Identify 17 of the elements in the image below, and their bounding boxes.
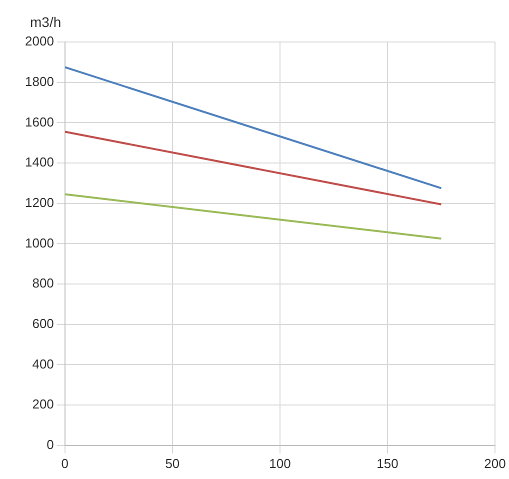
y-tick-label: 1000 (25, 235, 54, 250)
y-tick-label: 2000 (25, 34, 54, 49)
x-tick-label: 150 (376, 456, 398, 471)
x-tick-label: 200 (484, 456, 506, 471)
y-tick-label: 1200 (25, 194, 54, 210)
y-tick-label: 1600 (25, 114, 54, 130)
y-tick-label: 0 (46, 436, 54, 452)
y-tick-label: 1800 (25, 74, 54, 89)
x-tick-label: 50 (165, 456, 180, 471)
x-tick-label: 0 (61, 456, 69, 471)
y-tick-label: 200 (32, 396, 54, 412)
x-tick-label: 100 (269, 456, 291, 471)
y-tick-label: 800 (32, 276, 54, 291)
y-tick-label: 600 (32, 316, 54, 331)
y-tick-label: 1400 (25, 154, 54, 170)
y-axis-title: m3/h (30, 14, 62, 30)
y-tick-label: 400 (32, 356, 54, 372)
